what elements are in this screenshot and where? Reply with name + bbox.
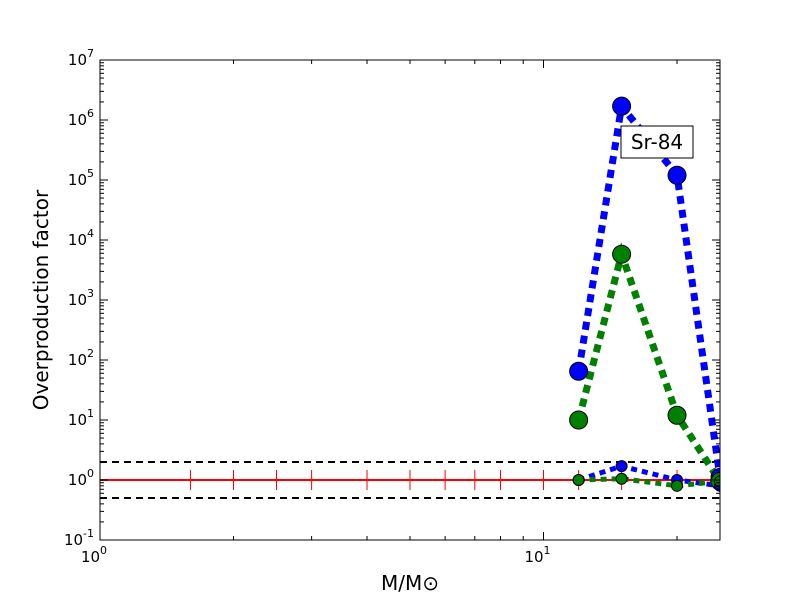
y-tick-label: 106 bbox=[68, 107, 94, 129]
series-line-4 bbox=[578, 476, 720, 489]
data-point bbox=[667, 165, 687, 185]
data-point bbox=[572, 474, 585, 486]
y-tick-label: 101 bbox=[68, 407, 94, 429]
plot-area bbox=[100, 60, 720, 540]
y-tick-label: 107 bbox=[68, 47, 94, 69]
data-point bbox=[714, 475, 720, 488]
y-tick-label: 105 bbox=[68, 167, 94, 189]
data-point bbox=[615, 472, 628, 485]
data-point bbox=[667, 405, 687, 425]
series-line-2 bbox=[575, 242, 720, 484]
annotation-label: Sr-84 bbox=[631, 130, 683, 154]
y-tick-label: 103 bbox=[68, 287, 94, 309]
data-point bbox=[615, 460, 628, 473]
series-line-3 bbox=[577, 463, 720, 489]
y-tick-label: 10-1 bbox=[64, 527, 94, 549]
y-tick-label: 102 bbox=[68, 347, 94, 369]
annotation-box: Sr-84 bbox=[620, 125, 694, 159]
data-point bbox=[671, 479, 684, 492]
y-tick-label: 104 bbox=[68, 227, 94, 249]
marker-layer bbox=[569, 96, 720, 492]
x-tick-label: 101 bbox=[524, 544, 550, 566]
data-point bbox=[569, 361, 589, 381]
data-point bbox=[569, 410, 589, 430]
y-axis-label: Overproduction factor bbox=[29, 189, 53, 410]
y-tick-label: 100 bbox=[68, 467, 94, 489]
data-point bbox=[612, 96, 632, 116]
x-tick-label: 100 bbox=[81, 544, 107, 566]
x-axis-label: M/M⊙ bbox=[381, 571, 439, 595]
data-point bbox=[612, 244, 632, 264]
